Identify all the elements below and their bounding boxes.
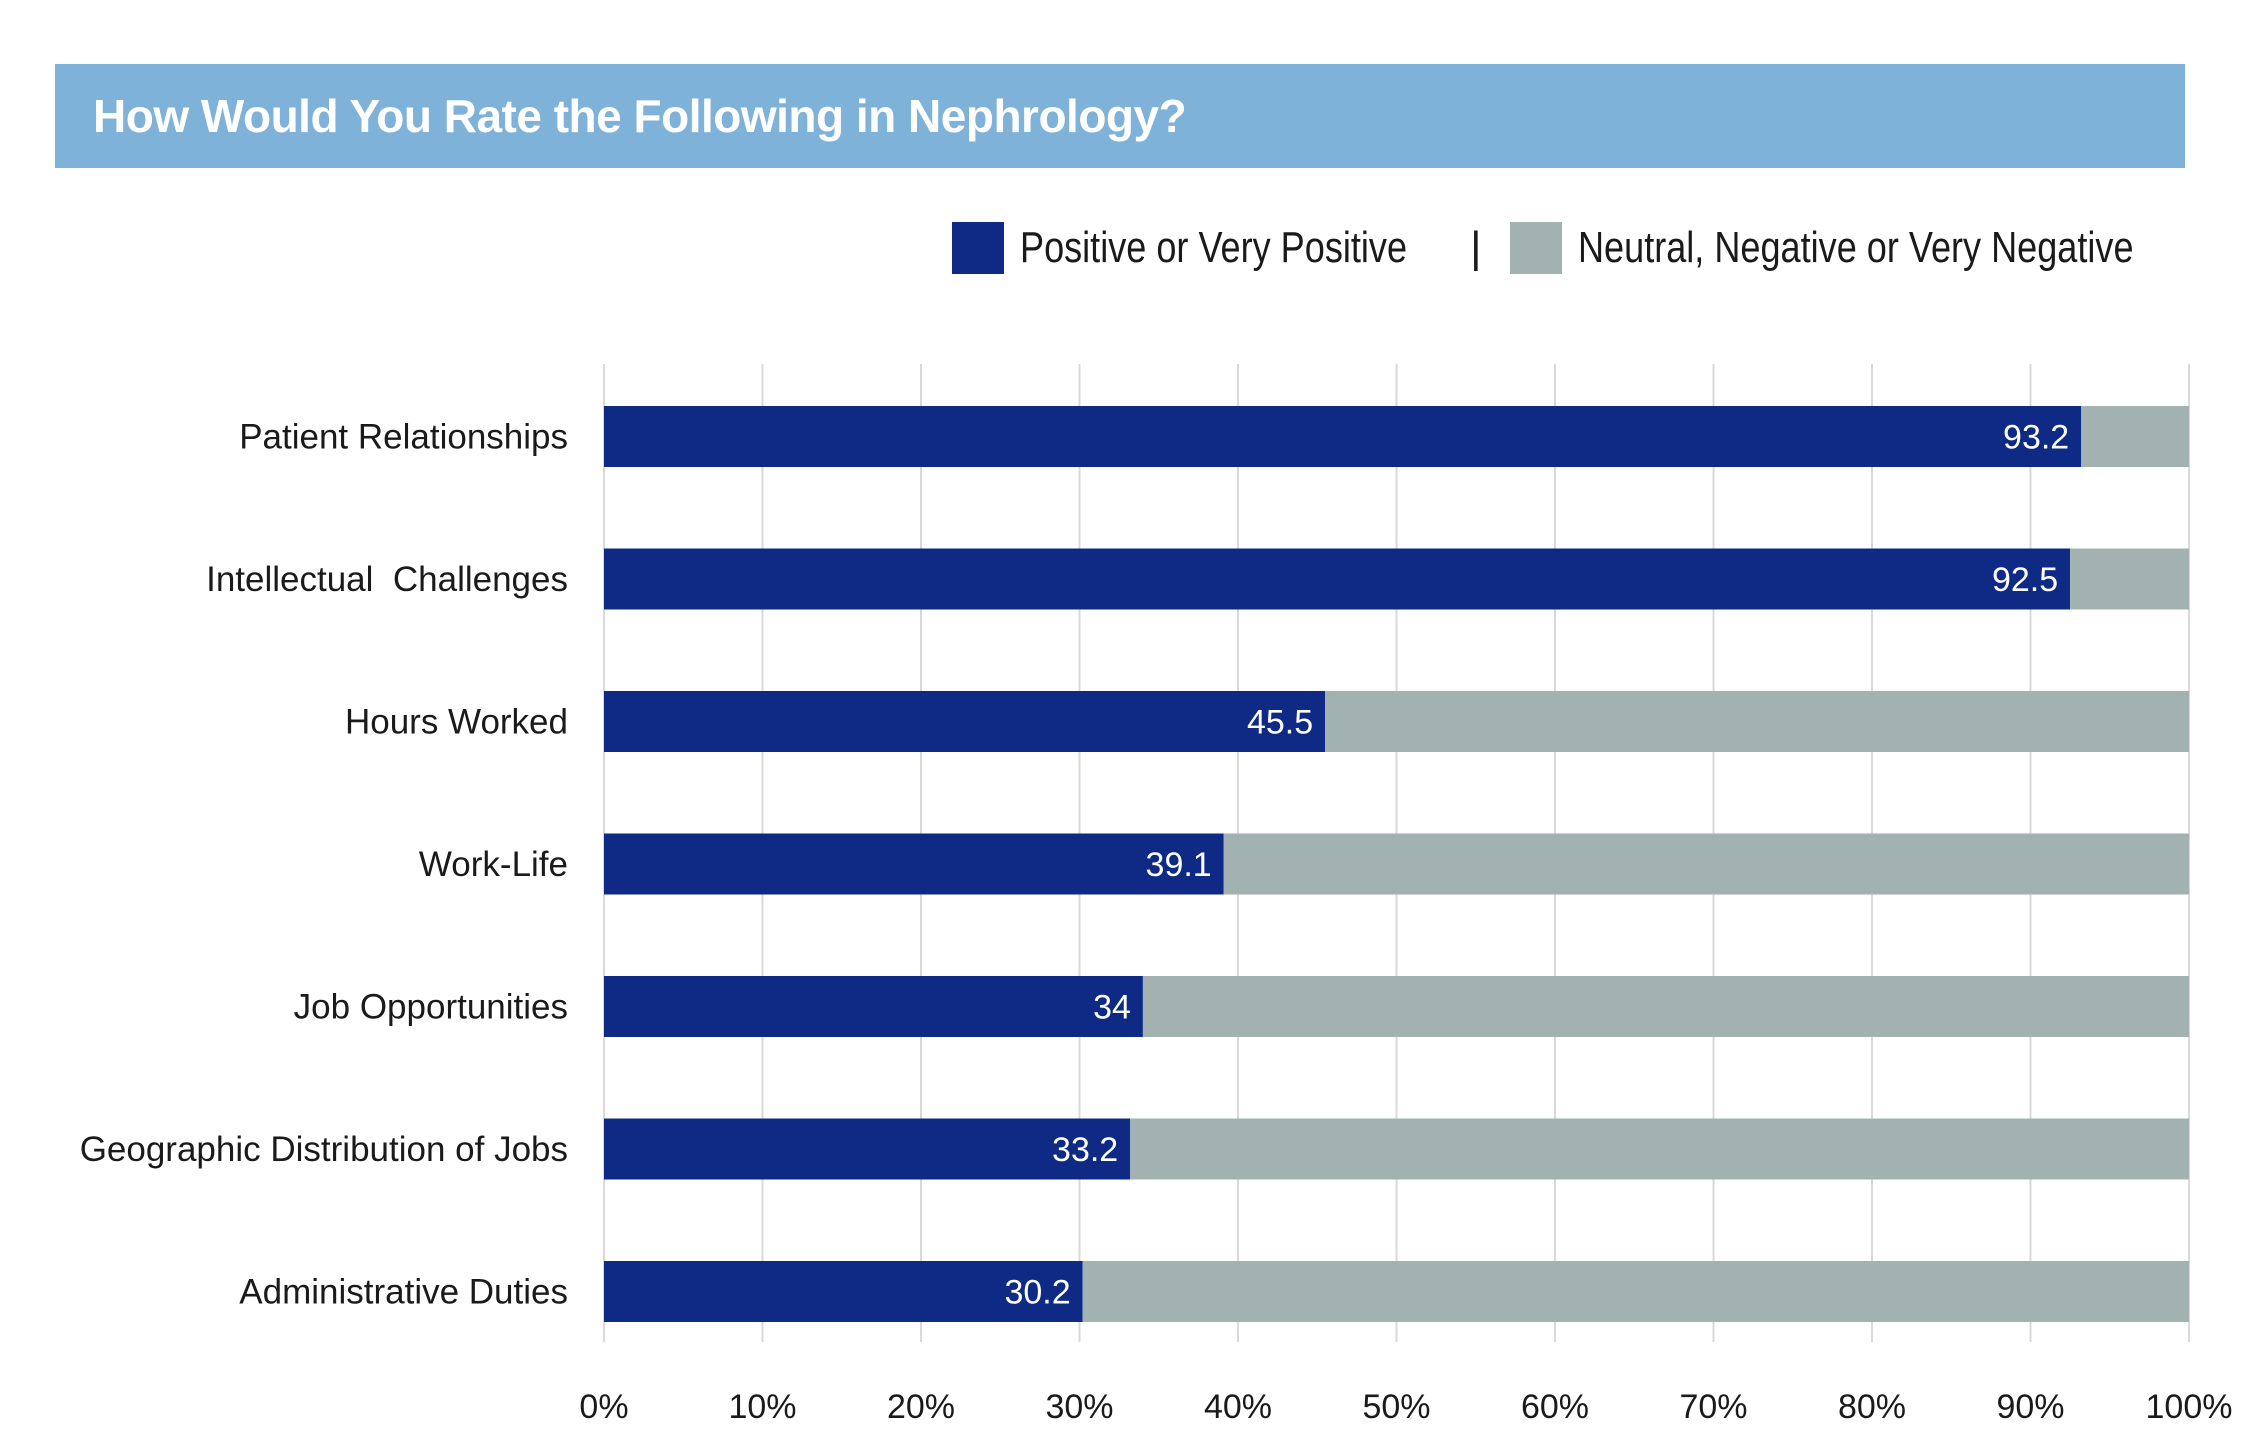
bar-positive-5 bbox=[604, 1118, 1131, 1180]
x-tick-label-100: 100% bbox=[2146, 1388, 2233, 1426]
bar-positive-1 bbox=[604, 548, 2071, 610]
chart-title: How Would You Rate the Following in Neph… bbox=[93, 90, 1187, 142]
x-tick-label-50: 50% bbox=[1362, 1388, 1430, 1426]
bar-negative-5 bbox=[1130, 1118, 2189, 1180]
bar-positive-3 bbox=[604, 833, 1224, 895]
bar-value-label-3: 39.1 bbox=[1146, 846, 1212, 884]
category-label-3: Work-Life bbox=[419, 845, 568, 884]
bar-positive-0 bbox=[604, 406, 2082, 467]
legend-label-negative: Neutral, Negative or Very Negative bbox=[1577, 223, 2134, 272]
category-label-1: Intellectual Challenges bbox=[206, 560, 568, 599]
x-tick-label-80: 80% bbox=[1838, 1388, 1906, 1426]
bar-negative-6 bbox=[1082, 1261, 2189, 1322]
x-tick-label-20: 20% bbox=[887, 1388, 955, 1426]
x-tick-label-0: 0% bbox=[579, 1388, 628, 1426]
legend-swatch-positive bbox=[952, 222, 1005, 274]
x-tick-label-90: 90% bbox=[1996, 1388, 2064, 1426]
bar-value-label-2: 45.5 bbox=[1247, 704, 1313, 742]
chart-title-banner: How Would You Rate the Following in Neph… bbox=[55, 64, 2185, 168]
x-tick-label-10: 10% bbox=[728, 1388, 796, 1426]
bar-negative-1 bbox=[2070, 548, 2189, 610]
bar-negative-3 bbox=[1223, 833, 2189, 895]
bar-negative-0 bbox=[2081, 406, 2189, 467]
bar-value-label-0: 93.2 bbox=[2003, 419, 2069, 457]
bar-value-label-4: 34 bbox=[1093, 989, 1131, 1027]
bar-positive-4 bbox=[604, 976, 1143, 1037]
bar-positive-2 bbox=[604, 691, 1326, 752]
x-tick-label-40: 40% bbox=[1204, 1388, 1272, 1426]
bar-value-label-5: 33.2 bbox=[1052, 1131, 1118, 1169]
category-label-0: Patient Relationships bbox=[239, 418, 568, 457]
bar-negative-2 bbox=[1325, 691, 2189, 752]
category-label-4: Job Opportunities bbox=[294, 988, 568, 1027]
legend-separator: | bbox=[1470, 223, 1482, 272]
category-label-2: Hours Worked bbox=[345, 703, 568, 742]
x-tick-label-70: 70% bbox=[1679, 1388, 1747, 1426]
bar-value-label-6: 30.2 bbox=[1004, 1274, 1070, 1312]
bar-negative-4 bbox=[1142, 976, 2189, 1037]
category-label-5: Geographic Distribution of Jobs bbox=[80, 1130, 568, 1169]
legend: Positive or Very Positive | Neutral, Neg… bbox=[952, 218, 2181, 278]
category-label-6: Administrative Duties bbox=[239, 1273, 568, 1312]
bar-value-label-1: 92.5 bbox=[1992, 561, 2058, 599]
x-tick-label-60: 60% bbox=[1521, 1388, 1589, 1426]
bar-positive-6 bbox=[604, 1261, 1083, 1322]
x-tick-label-30: 30% bbox=[1045, 1388, 1113, 1426]
legend-swatch-negative bbox=[1509, 222, 1562, 274]
legend-label-positive: Positive or Very Positive bbox=[1020, 223, 1408, 272]
